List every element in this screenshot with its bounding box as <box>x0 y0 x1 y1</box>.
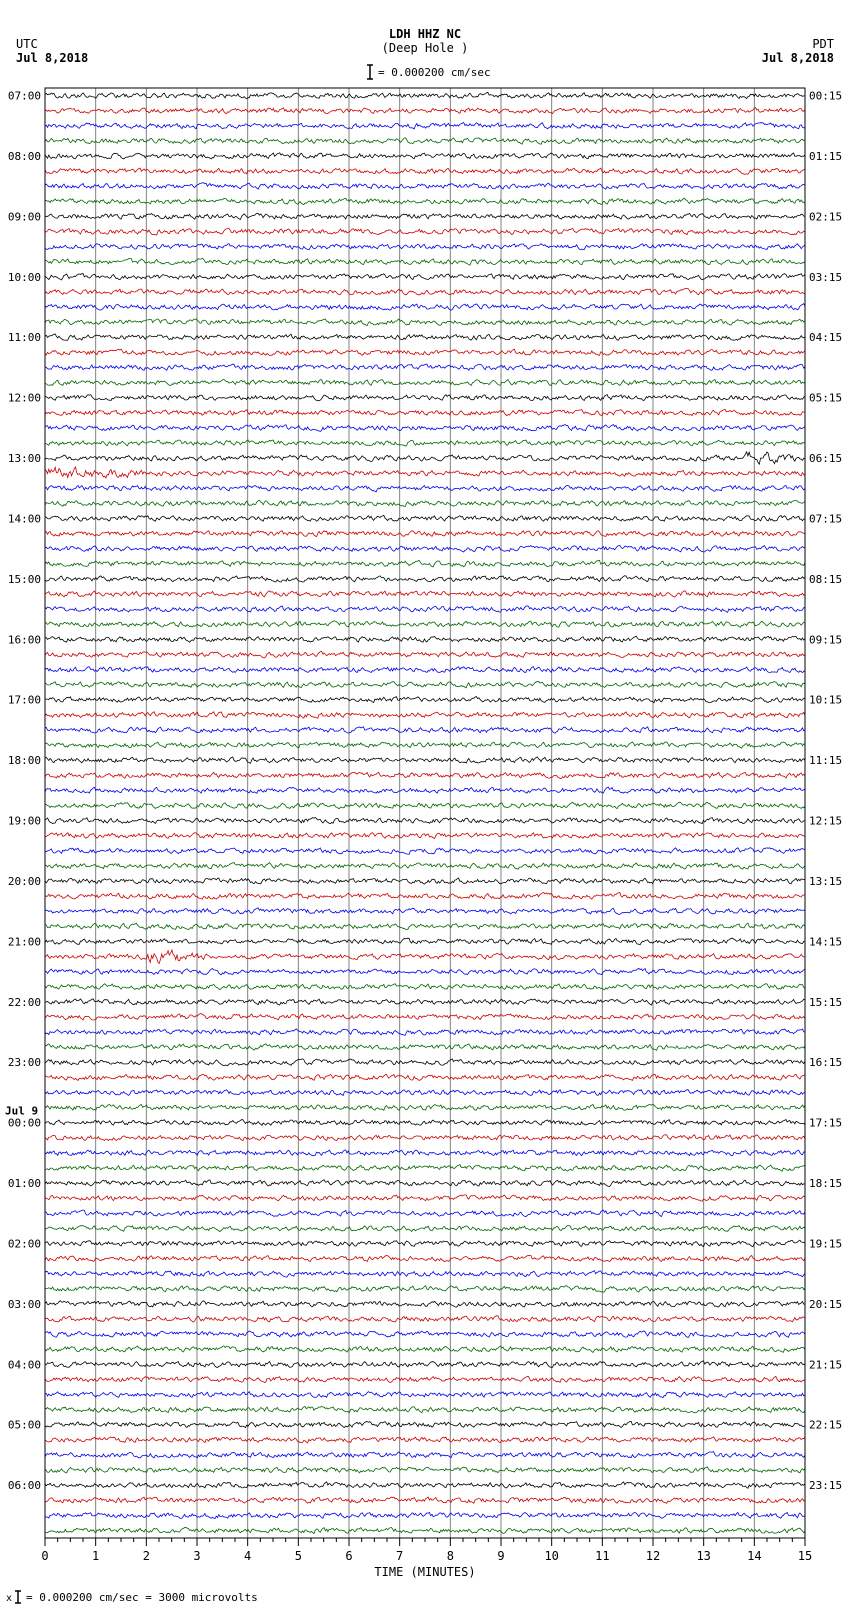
left-hour-label: 16:00 <box>8 633 41 646</box>
left-hour-label: 17:00 <box>8 694 41 707</box>
x-tick-label: 7 <box>396 1549 403 1563</box>
x-tick-label: 8 <box>447 1549 454 1563</box>
left-hour-label: 02:00 <box>8 1237 41 1250</box>
footer-prefix: x <box>6 1593 12 1604</box>
date-left-label: Jul 8,2018 <box>16 51 88 65</box>
x-tick-label: 0 <box>41 1549 48 1563</box>
x-tick-label: 2 <box>143 1549 150 1563</box>
right-hour-label: 13:15 <box>809 875 842 888</box>
x-tick-label: 10 <box>544 1549 558 1563</box>
left-hour-label: 12:00 <box>8 392 41 405</box>
right-hour-label: 07:15 <box>809 512 842 525</box>
date-right-label: Jul 8,2018 <box>762 51 834 65</box>
left-hour-label: 19:00 <box>8 815 41 828</box>
x-tick-label: 14 <box>747 1549 761 1563</box>
left-hour-label: 10:00 <box>8 271 41 284</box>
left-hour-label: 05:00 <box>8 1419 41 1432</box>
x-tick-label: 5 <box>295 1549 302 1563</box>
right-hour-label: 01:15 <box>809 150 842 163</box>
left-hour-label: 07:00 <box>8 90 41 103</box>
location-label: (Deep Hole ) <box>382 41 469 55</box>
right-hour-label: 16:15 <box>809 1056 842 1069</box>
x-tick-label: 15 <box>798 1549 812 1563</box>
right-hour-label: 17:15 <box>809 1117 842 1130</box>
left-hour-label: 01:00 <box>8 1177 41 1190</box>
left-hour-label: 09:00 <box>8 210 41 223</box>
right-hour-label: 19:15 <box>809 1237 842 1250</box>
station-label: LDH HHZ NC <box>389 27 461 41</box>
right-hour-label: 09:15 <box>809 633 842 646</box>
left-hour-label: 13:00 <box>8 452 41 465</box>
x-axis-label: TIME (MINUTES) <box>374 1565 475 1579</box>
right-hour-label: 15:15 <box>809 996 842 1009</box>
scale-label: = 0.000200 cm/sec <box>378 66 491 79</box>
right-hour-label: 04:15 <box>809 331 842 344</box>
right-hour-label: 11:15 <box>809 754 842 767</box>
right-hour-label: 23:15 <box>809 1479 842 1492</box>
x-tick-label: 4 <box>244 1549 251 1563</box>
x-tick-label: 6 <box>345 1549 352 1563</box>
right-hour-label: 22:15 <box>809 1419 842 1432</box>
right-hour-label: 03:15 <box>809 271 842 284</box>
left-hour-label: 15:00 <box>8 573 41 586</box>
tz-left-label: UTC <box>16 37 38 51</box>
left-hour-label: 23:00 <box>8 1056 41 1069</box>
right-hour-label: 05:15 <box>809 392 842 405</box>
right-hour-label: 20:15 <box>809 1298 842 1311</box>
x-tick-label: 12 <box>646 1549 660 1563</box>
right-hour-label: 02:15 <box>809 210 842 223</box>
x-tick-label: 1 <box>92 1549 99 1563</box>
footer-scale-label: = 0.000200 cm/sec = 3000 microvolts <box>26 1591 258 1604</box>
left-hour-label: 18:00 <box>8 754 41 767</box>
x-tick-label: 9 <box>497 1549 504 1563</box>
x-tick-label: 13 <box>696 1549 710 1563</box>
left-hour-label: 03:00 <box>8 1298 41 1311</box>
right-hour-label: 10:15 <box>809 694 842 707</box>
left-hour-label: 06:00 <box>8 1479 41 1492</box>
left-hour-label: 08:00 <box>8 150 41 163</box>
right-hour-label: 08:15 <box>809 573 842 586</box>
left-hour-label: 22:00 <box>8 996 41 1009</box>
left-hour-label: 04:00 <box>8 1358 41 1371</box>
left-hour-label: 14:00 <box>8 512 41 525</box>
right-hour-label: 18:15 <box>809 1177 842 1190</box>
right-hour-label: 21:15 <box>809 1358 842 1371</box>
left-hour-label: 00:00 <box>8 1117 41 1130</box>
right-hour-label: 06:15 <box>809 452 842 465</box>
x-tick-label: 3 <box>193 1549 200 1563</box>
right-hour-label: 14:15 <box>809 935 842 948</box>
x-tick-label: 11 <box>595 1549 609 1563</box>
right-hour-label: 12:15 <box>809 815 842 828</box>
left-hour-label: 20:00 <box>8 875 41 888</box>
helicorder-plot: UTCJul 8,2018PDTJul 8,2018LDH HHZ NC(Dee… <box>0 0 850 1613</box>
tz-right-label: PDT <box>812 37 834 51</box>
right-hour-label: 00:15 <box>809 90 842 103</box>
left-hour-label: 11:00 <box>8 331 41 344</box>
left-hour-label: 21:00 <box>8 935 41 948</box>
